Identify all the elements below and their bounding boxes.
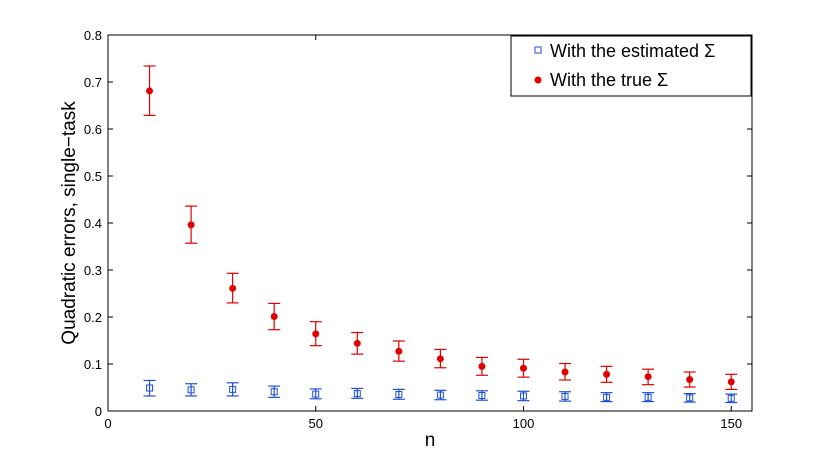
data-point (686, 376, 694, 384)
data-point (270, 388, 278, 396)
data-point (478, 362, 486, 370)
data-point (727, 394, 735, 402)
data-point (561, 368, 569, 376)
data-point (312, 390, 320, 398)
data-point (603, 370, 611, 378)
y-tick-label: 0.1 (84, 357, 102, 372)
axis-ticks: 0 50 100 150 0 0.1 0.2 0.3 0.4 0.5 0.6 0.7 0.8 (84, 28, 752, 431)
data-point (270, 313, 278, 321)
data-point (229, 385, 237, 393)
series-true-sigma (143, 65, 738, 390)
x-tick-label: 150 (720, 416, 742, 431)
y-tick-label: 0.8 (84, 28, 102, 43)
data-point (229, 284, 237, 292)
x-tick-label: 0 (104, 416, 111, 431)
data-marks (143, 65, 738, 404)
y-tick-label: 0.5 (84, 169, 102, 184)
x-axis-label: n (425, 430, 436, 451)
data-point (561, 392, 569, 400)
legend-marker-estimated (534, 46, 542, 54)
plot-area (107, 34, 753, 412)
x-tick-label: 50 (309, 416, 323, 431)
data-point (187, 221, 195, 229)
data-point (603, 393, 611, 401)
y-tick-label: 0.2 (84, 310, 102, 325)
data-point (395, 391, 403, 399)
data-point (686, 394, 694, 402)
series-estimated-sigma (143, 379, 738, 404)
data-point (436, 355, 444, 363)
data-point (644, 373, 652, 381)
y-tick-label: 0.3 (84, 263, 102, 278)
data-point (353, 390, 361, 398)
data-point (727, 378, 735, 386)
legend-box (510, 35, 752, 97)
data-point (519, 364, 527, 372)
x-tick-label: 100 (513, 416, 535, 431)
y-tick-label: 0.7 (84, 75, 102, 90)
data-point (312, 330, 320, 338)
data-point (146, 384, 154, 392)
data-point (644, 393, 652, 401)
data-point (436, 391, 444, 399)
data-point (187, 386, 195, 394)
data-point (146, 87, 154, 95)
y-tick-label: 0.4 (84, 216, 102, 231)
legend: With the estimated Σ With the true Σ (510, 35, 752, 97)
data-point (519, 392, 527, 400)
y-axis-label: Quadratic errors, single−task (59, 101, 80, 345)
data-point (478, 391, 486, 399)
data-point (353, 339, 361, 347)
legend-marker-true (534, 76, 542, 84)
y-tick-label: 0.6 (84, 122, 102, 137)
legend-label-estimated: With the estimated Σ (550, 41, 715, 61)
legend-label-true: With the true Σ (550, 70, 668, 90)
data-point (395, 347, 403, 355)
y-tick-label: 0 (95, 404, 102, 419)
